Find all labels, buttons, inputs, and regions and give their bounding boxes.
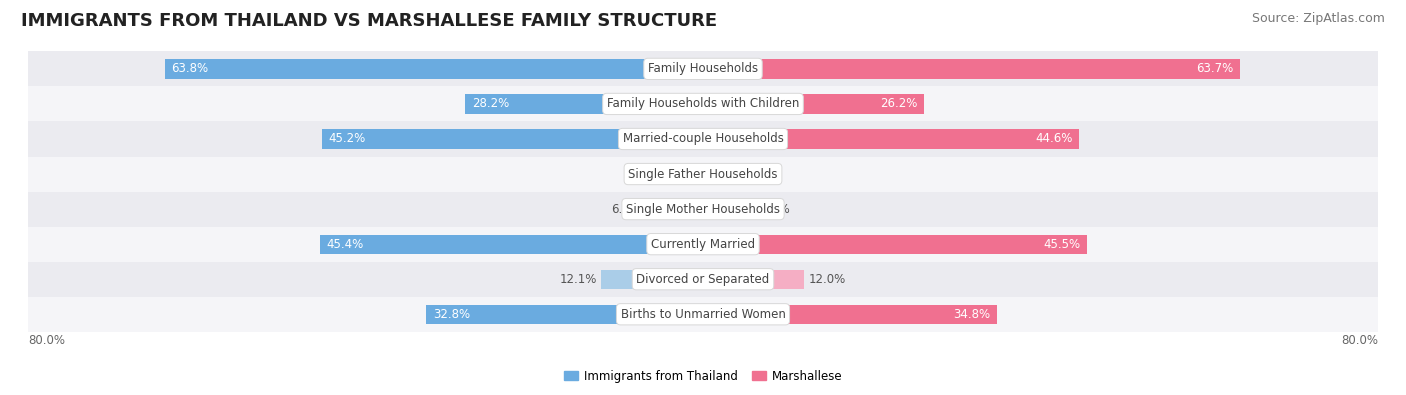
Bar [703, 164, 723, 184]
Bar [165, 59, 703, 79]
Bar [703, 94, 924, 114]
Text: 45.2%: 45.2% [329, 132, 366, 145]
Text: Single Mother Households: Single Mother Households [626, 203, 780, 216]
Text: 26.2%: 26.2% [880, 98, 917, 111]
Text: 63.8%: 63.8% [172, 62, 208, 75]
Bar [28, 192, 1378, 227]
Text: 6.3%: 6.3% [761, 203, 790, 216]
Bar [426, 305, 703, 324]
Bar [703, 199, 756, 219]
Bar [600, 269, 703, 289]
Text: 63.7%: 63.7% [1197, 62, 1233, 75]
Text: Family Households with Children: Family Households with Children [607, 98, 799, 111]
Text: Divorced or Separated: Divorced or Separated [637, 273, 769, 286]
Legend: Immigrants from Thailand, Marshallese: Immigrants from Thailand, Marshallese [558, 365, 848, 387]
Text: 80.0%: 80.0% [1341, 334, 1378, 347]
Text: 32.8%: 32.8% [433, 308, 470, 321]
Bar [682, 164, 703, 184]
Bar [321, 235, 703, 254]
Bar [645, 199, 703, 219]
Bar [28, 51, 1378, 87]
Text: IMMIGRANTS FROM THAILAND VS MARSHALLESE FAMILY STRUCTURE: IMMIGRANTS FROM THAILAND VS MARSHALLESE … [21, 12, 717, 30]
Bar [465, 94, 703, 114]
Text: 6.9%: 6.9% [610, 203, 641, 216]
Text: 80.0%: 80.0% [28, 334, 65, 347]
Text: 12.1%: 12.1% [560, 273, 596, 286]
Bar [28, 122, 1378, 156]
Text: 34.8%: 34.8% [953, 308, 990, 321]
Text: Births to Unmarried Women: Births to Unmarried Women [620, 308, 786, 321]
Bar [28, 156, 1378, 192]
Text: 44.6%: 44.6% [1035, 132, 1073, 145]
Bar [703, 59, 1240, 79]
Text: Source: ZipAtlas.com: Source: ZipAtlas.com [1251, 12, 1385, 25]
Bar [28, 297, 1378, 332]
Text: 45.5%: 45.5% [1043, 238, 1080, 251]
Text: 12.0%: 12.0% [808, 273, 845, 286]
Bar [28, 227, 1378, 261]
Text: 2.4%: 2.4% [727, 167, 758, 181]
Bar [322, 129, 703, 149]
Text: Single Father Households: Single Father Households [628, 167, 778, 181]
Bar [703, 269, 804, 289]
Text: 45.4%: 45.4% [326, 238, 364, 251]
Bar [703, 235, 1087, 254]
Bar [28, 87, 1378, 121]
Text: Married-couple Households: Married-couple Households [623, 132, 783, 145]
Text: 2.5%: 2.5% [648, 167, 678, 181]
Text: 28.2%: 28.2% [472, 98, 509, 111]
Bar [28, 261, 1378, 297]
Bar [703, 129, 1080, 149]
Bar [703, 305, 997, 324]
Text: Family Households: Family Households [648, 62, 758, 75]
Text: Currently Married: Currently Married [651, 238, 755, 251]
